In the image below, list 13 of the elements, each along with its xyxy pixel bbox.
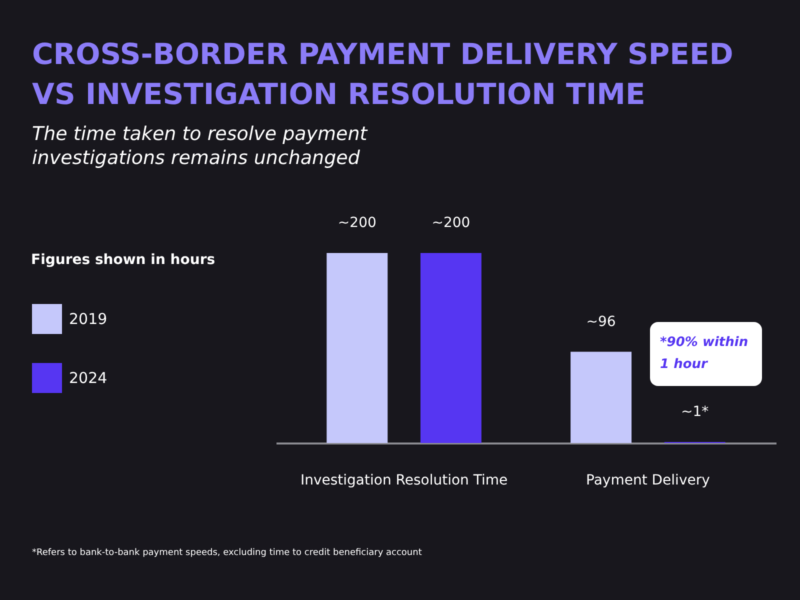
legend-title: Figures shown in hours [31,252,216,268]
data-label: ~200 [338,215,376,231]
x-tick-label: Investigation Resolution Time [300,472,508,488]
data-label: ~96 [586,314,616,330]
data-label: ~1* [681,404,709,420]
text: *Refers to bank-to-bank payment speeds, excluding time to credit beneficiary account [32,548,423,558]
chart-title: CROSS-BORDER PAYMENT DELIVERY SPEED VS INVESTIGATION RESOLUTION TIME [32,36,734,113]
speech-bubble: *90% within 1 hour [650,322,762,386]
legend-label: 2019 [69,310,108,328]
legend-label: 2024 [69,369,108,387]
chart-subtitle: The time taken to resolve payment investigations remains unchanged [32,122,369,170]
data-label: ~200 [432,215,470,231]
x-tick-label: Payment Delivery [586,472,710,488]
